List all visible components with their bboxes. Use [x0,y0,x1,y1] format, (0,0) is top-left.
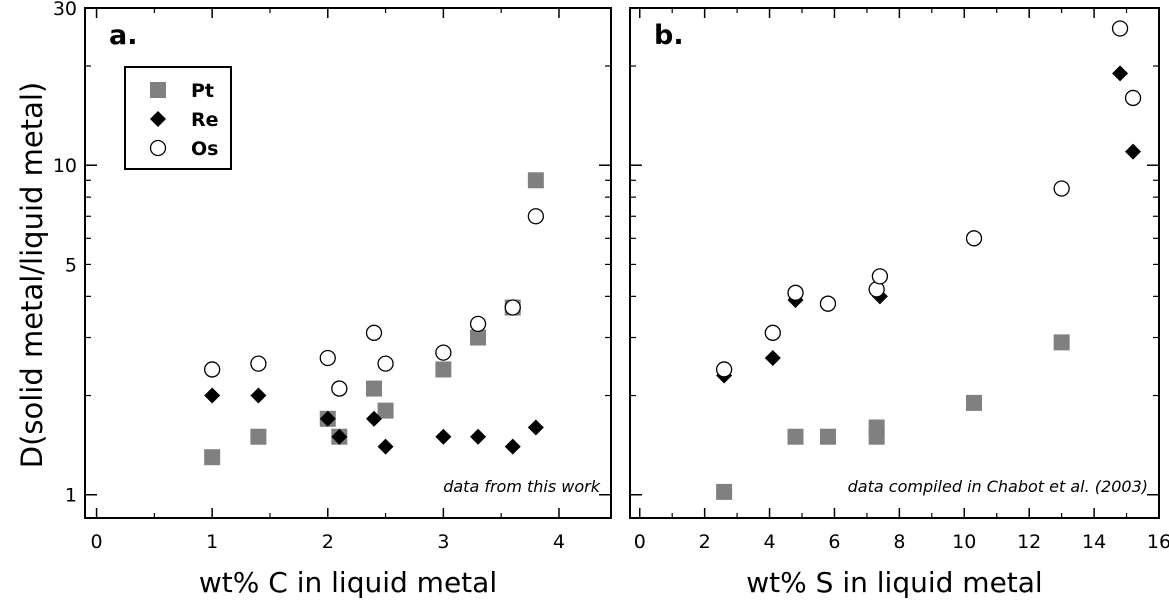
panel-label: b. [654,20,684,51]
data-point-os [1053,180,1070,197]
x-tick-label: 6 [828,531,840,553]
legend-marker-pt [150,82,166,98]
data-point-pt [204,449,221,466]
data-point-pt [435,361,452,378]
x-tick-label: 16 [1147,531,1169,553]
data-point-os [331,380,348,397]
panel-a: 0 1 2 3 4 1 5 10 30 a. data from this work wt% C in… [53,0,612,599]
data-point-pt [1053,334,1070,351]
data-point-pt [470,329,487,346]
plot-frame [84,7,612,519]
data-point-os [435,344,452,361]
legend-label: Re [191,109,219,131]
data-point-os [715,361,733,378]
y-tick-label: 5 [65,254,77,276]
data-point-pt [366,380,383,397]
x-tick-label: 10 [952,531,976,553]
data-point-os [871,268,889,285]
data-point-re [764,349,781,366]
data-point-os [377,355,394,372]
data-point-os [819,295,837,312]
legend-box [124,66,232,170]
data-point-re [504,438,521,455]
x-tick-label: 0 [634,531,646,553]
data-point-re [204,387,221,404]
data-point-re [435,428,452,445]
annotation: data from this work [443,477,601,496]
x-tick-label: 2 [699,531,711,553]
data-point-pt [819,428,836,445]
panel-b: 0 2 4 6 8 10 12 14 16 b. data compiled in Chabot e… [629,7,1169,599]
data-point-pt [377,402,394,419]
legend: Pt Re Os [124,66,232,170]
x-tick-label: 14 [1082,531,1106,553]
data-point-pt [250,428,267,445]
data-point-pt [966,394,983,411]
data-point-pt [716,483,733,500]
x-axis-label: wt% C in liquid metal [199,566,497,599]
data-point-os [319,349,336,367]
data-point-re [250,387,267,404]
data-point-re [527,419,544,436]
data-point-os [1111,20,1129,37]
data-point-os [365,324,383,341]
data-point-pt [868,419,885,436]
panel-label: a. [109,20,137,51]
data-point-re [319,410,336,427]
x-tick-label: 2 [322,531,334,553]
x-tick-label: 8 [893,531,905,553]
x-tick-label: 0 [91,531,103,553]
x-tick-label: 1 [206,531,218,553]
data-point-pt [527,172,544,189]
data-point-os [204,361,221,378]
data-point-os [764,324,781,341]
data-point-pt [787,428,804,445]
data-point-re [470,428,487,445]
legend-label: Os [191,138,218,160]
data-point-os [1124,89,1142,107]
plot-frame [629,7,1160,519]
data-point-re [366,410,383,427]
x-tick-label: 4 [764,531,776,553]
legend-label: Pt [191,80,214,102]
x-tick-label: 12 [1017,531,1041,553]
data-point-os [965,230,983,247]
data-point-re [377,438,394,455]
y-tick-label: 30 [53,0,77,20]
data-point-os [469,315,487,333]
data-point-os [250,355,267,372]
y-tick-label: 10 [53,155,77,177]
data-point-re [331,428,348,445]
annotation: data compiled in Chabot et al. (2003) [848,477,1148,496]
y-axis-label: D(solid metal/liquid metal) [15,82,49,469]
y-tick-label: 1 [65,485,77,507]
data-point-re [1112,65,1129,82]
legend-marker-re [150,111,166,127]
x-tick-label: 4 [553,531,565,553]
data-point-re [1125,143,1142,160]
data-point-os [787,284,804,301]
data-point-os [504,299,521,316]
x-axis-label: wt% S in liquid metal [746,566,1042,599]
x-tick-label: 3 [437,531,449,553]
legend-marker-os [149,139,167,157]
data-point-os [527,208,545,225]
